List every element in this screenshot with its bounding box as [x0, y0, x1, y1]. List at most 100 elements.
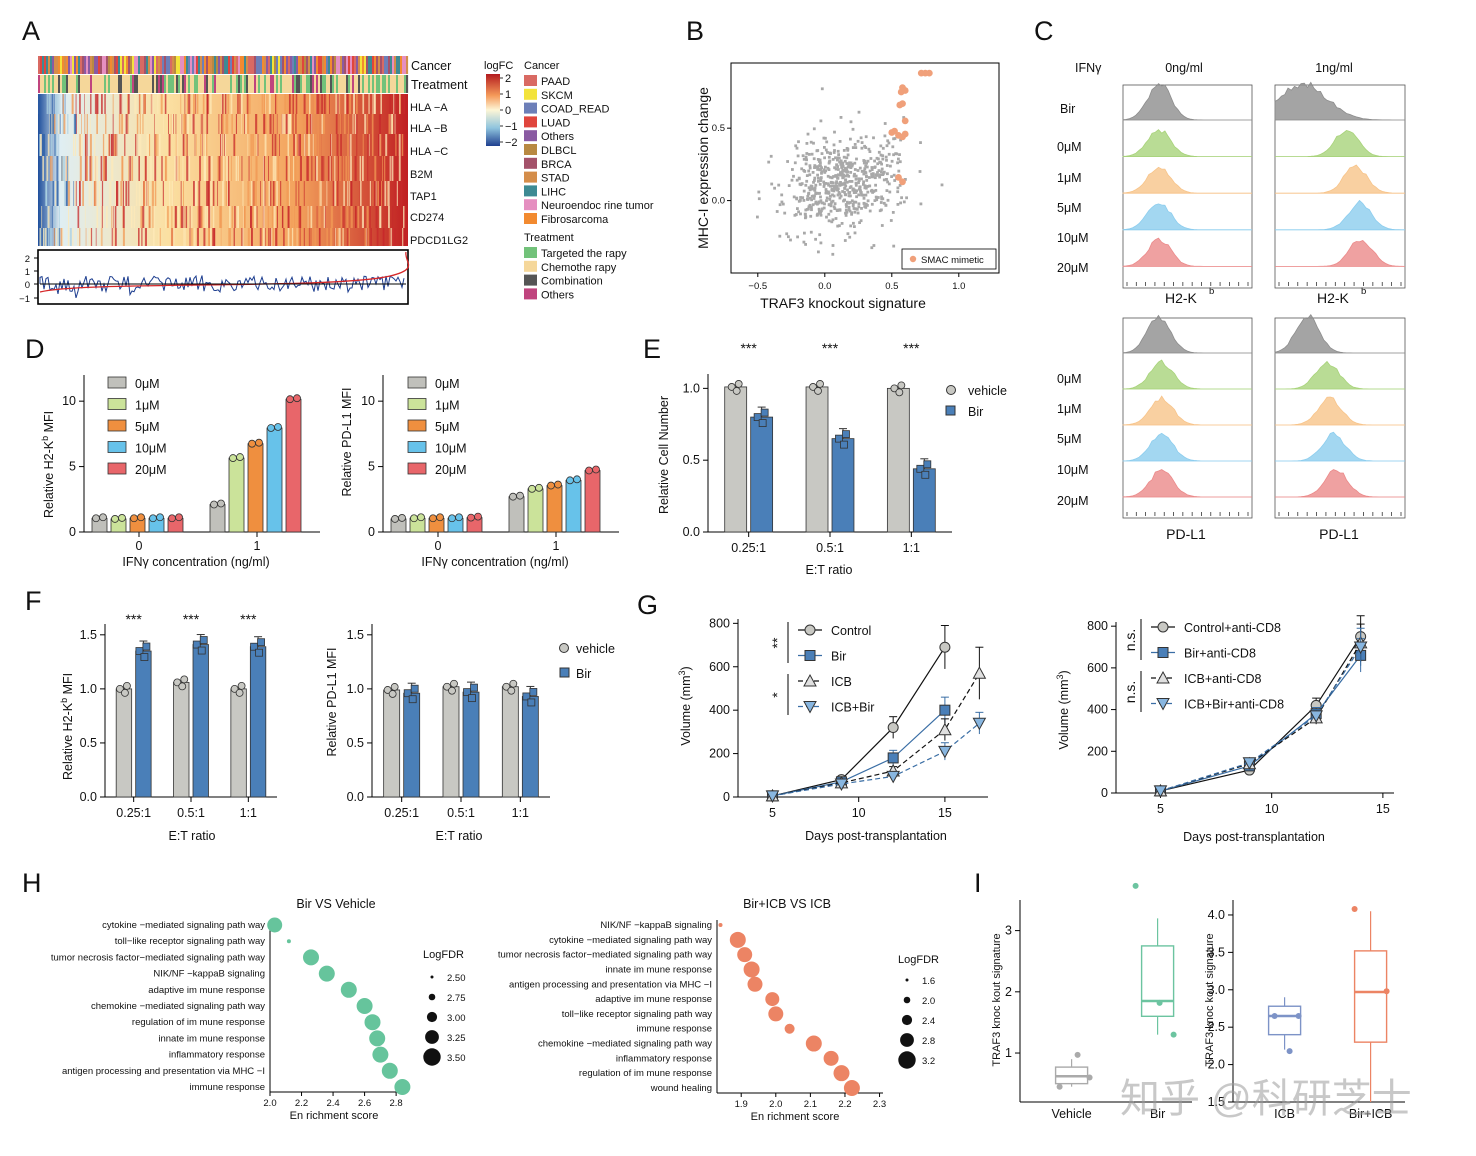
scatter-point	[839, 171, 842, 174]
scatter-point	[827, 155, 831, 159]
heatmap-stripe	[403, 206, 405, 228]
f-pdl1-vehicle-bar	[383, 689, 401, 798]
scatter-point	[812, 127, 816, 131]
h-right-dot-7	[784, 1023, 795, 1034]
scatter-point	[886, 198, 890, 202]
cancer-track-cell	[376, 56, 379, 74]
cancer-swatch-paad	[524, 75, 537, 86]
heatmap-stripe	[286, 94, 288, 114]
scatter-point	[860, 177, 863, 181]
cancer-track-cell	[332, 56, 335, 74]
heatmap-stripe	[316, 206, 318, 228]
smac-point	[899, 178, 906, 186]
scatter-point	[866, 199, 870, 203]
heatmap-stripe	[146, 181, 149, 206]
cancer-track-cell	[356, 56, 359, 74]
cancer-track-cell	[386, 56, 389, 74]
histogram-0-0	[1122, 83, 1252, 121]
heatmap-stripe	[264, 94, 266, 114]
e-sig: ***	[903, 340, 920, 356]
treatment-track-cell	[284, 75, 287, 93]
d-h2k-point	[111, 515, 119, 523]
heatmap-stripe	[193, 94, 196, 114]
heatmap-stripe	[40, 134, 42, 156]
cancer-track-cell	[246, 56, 249, 74]
cancer-track-cell	[40, 56, 43, 74]
heatmap-stripe	[113, 228, 116, 246]
heatmap-stripe	[153, 228, 155, 246]
h-right-size-title: LogFDR	[898, 954, 939, 966]
treatment-track-cell	[92, 75, 95, 93]
heatmap-stripe	[256, 134, 258, 156]
scatter-point	[824, 165, 827, 169]
treatment-track-cell	[180, 75, 183, 93]
scatter-point	[804, 243, 807, 246]
treatment-track-cell	[320, 75, 323, 93]
heatmap-stripe	[311, 156, 313, 181]
e-vehicle-bar	[805, 386, 829, 533]
heatmap-stripe	[153, 156, 155, 181]
treatment-track-cell	[212, 75, 215, 93]
heatmap-stripe	[342, 156, 344, 181]
heatmap-stripe	[84, 206, 86, 228]
treatment-track-cell	[286, 75, 289, 93]
heatmap-stripe	[237, 206, 239, 228]
g-xlabel-right: Days post-transplantation	[1183, 830, 1325, 844]
cancer-swatch-luad	[524, 116, 537, 128]
heatmap-stripe	[57, 181, 59, 206]
treatment-track-cell	[262, 75, 265, 93]
scatter-point	[839, 163, 843, 166]
heatmap-stripe	[51, 94, 53, 114]
scatter-point	[894, 152, 898, 155]
treatment-track-cell	[144, 75, 147, 93]
scatter-point	[845, 205, 848, 208]
scatter-point	[789, 238, 792, 242]
i-ylabel-left: TRAF3 knoc kout signature	[991, 933, 1003, 1066]
heatmap-stripe	[241, 156, 243, 181]
g-left-marker-2	[938, 722, 952, 736]
histogram-1-1	[1275, 130, 1405, 157]
scatter-point	[807, 205, 811, 209]
cancer-track-cell	[126, 56, 129, 74]
cancer-track-cell	[280, 56, 283, 74]
heatmap-stripe	[386, 181, 388, 206]
heatmap-stripe	[186, 156, 189, 181]
scatter-point	[886, 180, 889, 184]
scatter-point	[883, 134, 887, 138]
heatmap-stripe	[39, 228, 41, 246]
f-pdl1-vehicle-point	[443, 682, 451, 691]
heatmap-stripe	[111, 206, 112, 228]
treatment-track-cell	[184, 75, 187, 93]
i-left-ytick: 2	[1005, 985, 1012, 999]
treatment-track-cell	[300, 75, 303, 93]
row-label-cd274: CD274	[410, 212, 444, 224]
cancer-track-cell	[400, 56, 403, 74]
scatter-point	[849, 171, 853, 174]
heatmap-stripe	[47, 206, 50, 228]
heatmap-stripe	[158, 134, 161, 156]
heatmap-stripe	[103, 156, 106, 181]
heatmap-stripe	[62, 228, 64, 246]
h-right-dot-11	[843, 1080, 860, 1096]
cancer-track-cell	[396, 56, 399, 74]
g-right-line-1	[1160, 655, 1362, 792]
treatment-track-cell	[258, 75, 261, 93]
cancer-track-cell	[284, 56, 287, 74]
heatmap-stripe	[378, 114, 381, 134]
heatmap-stripe	[198, 206, 200, 228]
treatment-track-cell	[338, 75, 341, 93]
heatmap-stripe	[194, 134, 196, 156]
g-left-legend-label-0: Control	[831, 624, 871, 638]
scatter-point	[876, 196, 880, 199]
heatmap-stripe	[379, 134, 382, 156]
cancer-track-cell	[282, 56, 285, 74]
scatter-point	[868, 209, 872, 213]
treatment-track-cell	[108, 75, 111, 93]
d-legend-label-1-4: 20μM	[435, 463, 467, 477]
histogram-3-0	[1274, 314, 1405, 354]
heatmap-stripe	[53, 228, 55, 246]
g-right-line-3	[1160, 646, 1362, 792]
f-h2k-vehicle-point	[237, 681, 246, 690]
heatmap-stripe	[346, 228, 348, 246]
i-right-ytick: 3.0	[1208, 983, 1225, 997]
